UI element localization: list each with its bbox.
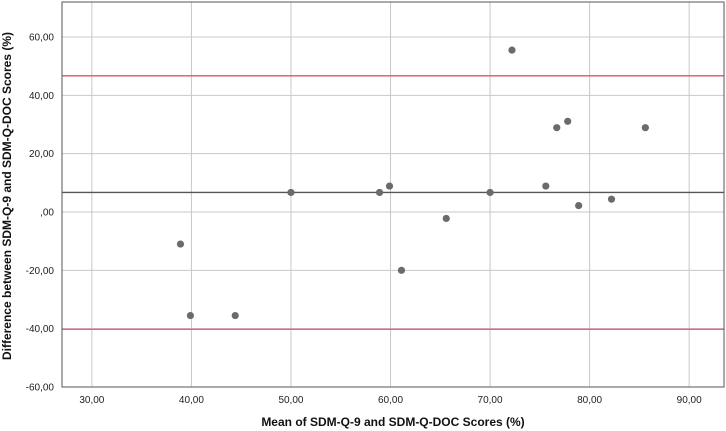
x-tick-label: 30,00: [79, 395, 104, 406]
data-point: [575, 201, 583, 210]
data-point: [287, 188, 295, 197]
x-tick-label: 80,00: [577, 395, 602, 406]
data-point: [375, 188, 384, 197]
data-point: [176, 240, 185, 248]
data-point: [607, 195, 616, 203]
grid-lines: [62, 2, 724, 388]
x-tick-label: 50,00: [278, 395, 303, 406]
data-point: [442, 214, 450, 223]
x-tick-label: 90,00: [677, 395, 702, 406]
data-point: [231, 311, 239, 320]
data-point: [397, 266, 406, 274]
data-point: [564, 117, 572, 125]
data-point: [641, 124, 649, 132]
x-tick-label: 70,00: [478, 395, 503, 406]
y-tick-label: 60,00: [29, 33, 54, 44]
y-tick-label: -20,00: [26, 266, 55, 277]
y-tick-label: 20,00: [29, 149, 54, 160]
data-point: [486, 188, 494, 197]
y-axis-title: Difference between SDM-Q-9 and SDM-Q-DOC…: [0, 32, 14, 360]
data-point: [553, 124, 561, 132]
x-tick-label: 40,00: [179, 395, 204, 406]
x-axis-title: Mean of SDM-Q-9 and SDM-Q-DOC Scores (%): [261, 415, 524, 429]
data-point: [385, 182, 394, 190]
y-tick-label: ,00: [40, 208, 54, 219]
y-tick-label: -60,00: [26, 383, 55, 394]
data-point: [542, 182, 550, 190]
x-tick-labels: 30,00 40,00 50,00 60,00 70,00 80,00 90,00: [79, 395, 702, 406]
data-point: [186, 311, 195, 320]
reference-lines: [62, 75, 724, 330]
plot-frame: [61, 1, 725, 388]
y-tick-label: 40,00: [29, 91, 54, 102]
data-points: [176, 46, 649, 320]
y-tick-labels: -60,00 -40,00 -20,00 ,00 20,00 40,00 60,00: [26, 33, 55, 394]
y-tick-label: -40,00: [26, 324, 55, 335]
data-point: [508, 46, 516, 54]
x-tick-label: 60,00: [378, 395, 403, 406]
